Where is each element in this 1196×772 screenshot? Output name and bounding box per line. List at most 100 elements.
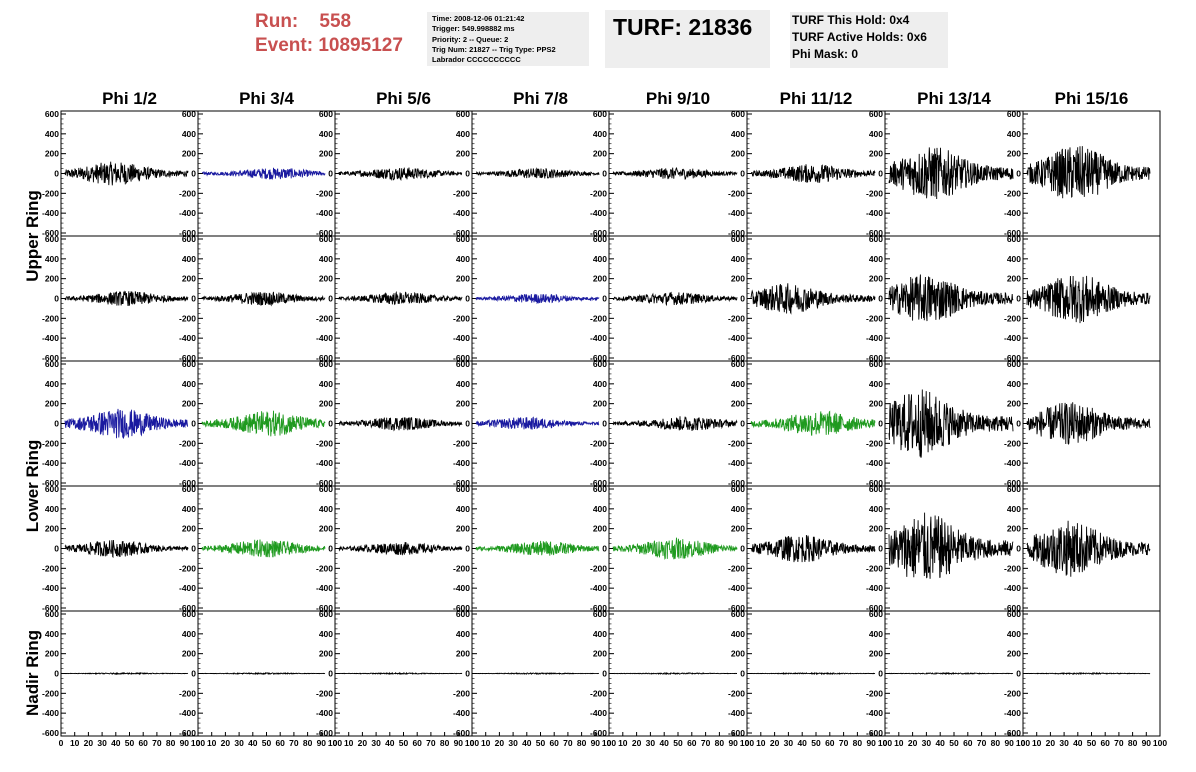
y-tick-label: 600 (869, 484, 883, 494)
x-tick-label: 70 (563, 738, 573, 748)
y-tick-label: -400 (179, 458, 196, 468)
y-tick-label: -200 (42, 438, 59, 448)
waveform-trace (338, 542, 463, 556)
waveform-trace (64, 539, 189, 559)
y-tick-label: -200 (728, 438, 745, 448)
y-tick-label: 600 (456, 109, 470, 119)
y-tick-label: 0 (465, 419, 470, 429)
y-tick-label: 200 (1007, 274, 1021, 284)
y-tick-label: -200 (866, 313, 883, 323)
x-tick-label: 50 (1087, 738, 1097, 748)
x-tick-label: 70 (701, 738, 711, 748)
y-tick-label: 600 (1007, 359, 1021, 369)
waveform-panel: 600 400 200 0 -200 -400 -600 (866, 484, 1024, 613)
waveform-panel: 600 400 200 0 -200 -400 -600 (590, 484, 748, 613)
waveform-trace (64, 671, 189, 676)
y-tick-label: -200 (1004, 313, 1021, 323)
y-tick-label: 600 (869, 359, 883, 369)
y-tick-label: -400 (728, 458, 745, 468)
y-tick-label: 400 (45, 504, 59, 514)
y-tick-label: 400 (593, 254, 607, 264)
y-tick-label: -200 (42, 188, 59, 198)
y-tick-label: 600 (456, 609, 470, 619)
waveform-trace (476, 672, 600, 675)
waveform-trace (1026, 402, 1151, 445)
waveform-trace (1027, 671, 1151, 676)
x-tick-label: 50 (125, 738, 135, 748)
y-tick-label: -600 (1004, 228, 1021, 238)
y-tick-label: -400 (728, 333, 745, 343)
ring-label-lower: Lower Ring (23, 440, 42, 533)
y-tick-label: -400 (42, 583, 59, 593)
waveform-panel: 600 400 200 0 -200 -400 -600 (866, 109, 1024, 238)
x-tick-label: 50 (673, 738, 683, 748)
y-tick-label: 400 (182, 129, 196, 139)
x-tick-label: 20 (221, 738, 231, 748)
y-tick-label: 0 (740, 169, 745, 179)
y-tick-label: -200 (590, 438, 607, 448)
event-value: 10895127 (318, 35, 403, 56)
x-tick-label: 60 (825, 738, 835, 748)
waveform-panel: 600 400 200 0 -200 -400 -600 (179, 484, 336, 613)
x-tick-label: 20 (770, 738, 780, 748)
y-tick-label: 400 (1007, 379, 1021, 389)
phi-column-label: Phi 7/8 (513, 89, 568, 108)
waveform-panel: 600 400 200 0 -200 -400 -600 (728, 109, 886, 238)
x-tick-label: 10 (894, 738, 904, 748)
y-tick-label: 400 (593, 129, 607, 139)
x-tick-label: 0 (1021, 738, 1026, 748)
waveform-trace (612, 291, 738, 307)
phi-column-label: Phi 13/14 (917, 89, 991, 108)
y-tick-label: 400 (731, 254, 745, 264)
y-tick-label: 0 (328, 294, 333, 304)
y-tick-label: 0 (1016, 294, 1021, 304)
y-tick-label: -200 (453, 313, 470, 323)
x-tick-label: 80 (853, 738, 863, 748)
y-tick-label: 600 (182, 234, 196, 244)
x-tick-label: 70 (289, 738, 299, 748)
waveform-trace (201, 410, 326, 437)
y-tick-label: 600 (593, 359, 607, 369)
y-tick-label: 600 (869, 609, 883, 619)
y-tick-label: 200 (45, 274, 59, 284)
y-tick-label: 400 (1007, 504, 1021, 514)
y-tick-label: 200 (731, 524, 745, 534)
x-tick-label: 10 (344, 738, 354, 748)
y-tick-label: 0 (602, 419, 607, 429)
x-tick-label: 10 (481, 738, 491, 748)
waveform-panel: 600 400 200 0 -200 -400 -600 (316, 109, 473, 238)
y-tick-label: 200 (182, 399, 196, 409)
x-tick-label: 20 (495, 738, 505, 748)
y-tick-label: 200 (731, 649, 745, 659)
y-tick-label: 600 (456, 234, 470, 244)
y-tick-label: -400 (453, 708, 470, 718)
waveform-trace (750, 283, 876, 315)
y-tick-label: 200 (319, 399, 333, 409)
y-tick-label: -600 (866, 353, 883, 363)
x-tick-label: 0 (196, 738, 201, 748)
y-tick-label: -200 (179, 188, 196, 198)
waveform-panel: 600 400 200 0 -200 -400 -600 (42, 359, 199, 488)
x-tick-label: 40 (797, 738, 807, 748)
y-tick-label: -400 (453, 583, 470, 593)
y-tick-label: -600 (42, 603, 59, 613)
y-tick-label: 200 (456, 649, 470, 659)
x-tick-label: 70 (426, 738, 436, 748)
x-tick-label: 90 (454, 738, 464, 748)
waveform-panel: 600 400 200 0 -200 -400 -600 (728, 234, 886, 363)
y-tick-label: -600 (316, 353, 333, 363)
y-tick-label: 0 (602, 294, 607, 304)
waveform-panel: 600 400 200 0 -200 -400 -600 (728, 484, 886, 613)
y-tick-label: -200 (1004, 188, 1021, 198)
y-tick-label: 400 (456, 129, 470, 139)
waveform-trace (201, 539, 326, 558)
y-tick-label: -400 (179, 208, 196, 218)
x-tick-label: 50 (949, 738, 959, 748)
x-tick-label: 0 (607, 738, 612, 748)
y-tick-label: -200 (1004, 563, 1021, 573)
y-tick-label: -200 (316, 563, 333, 573)
y-tick-label: 200 (456, 399, 470, 409)
